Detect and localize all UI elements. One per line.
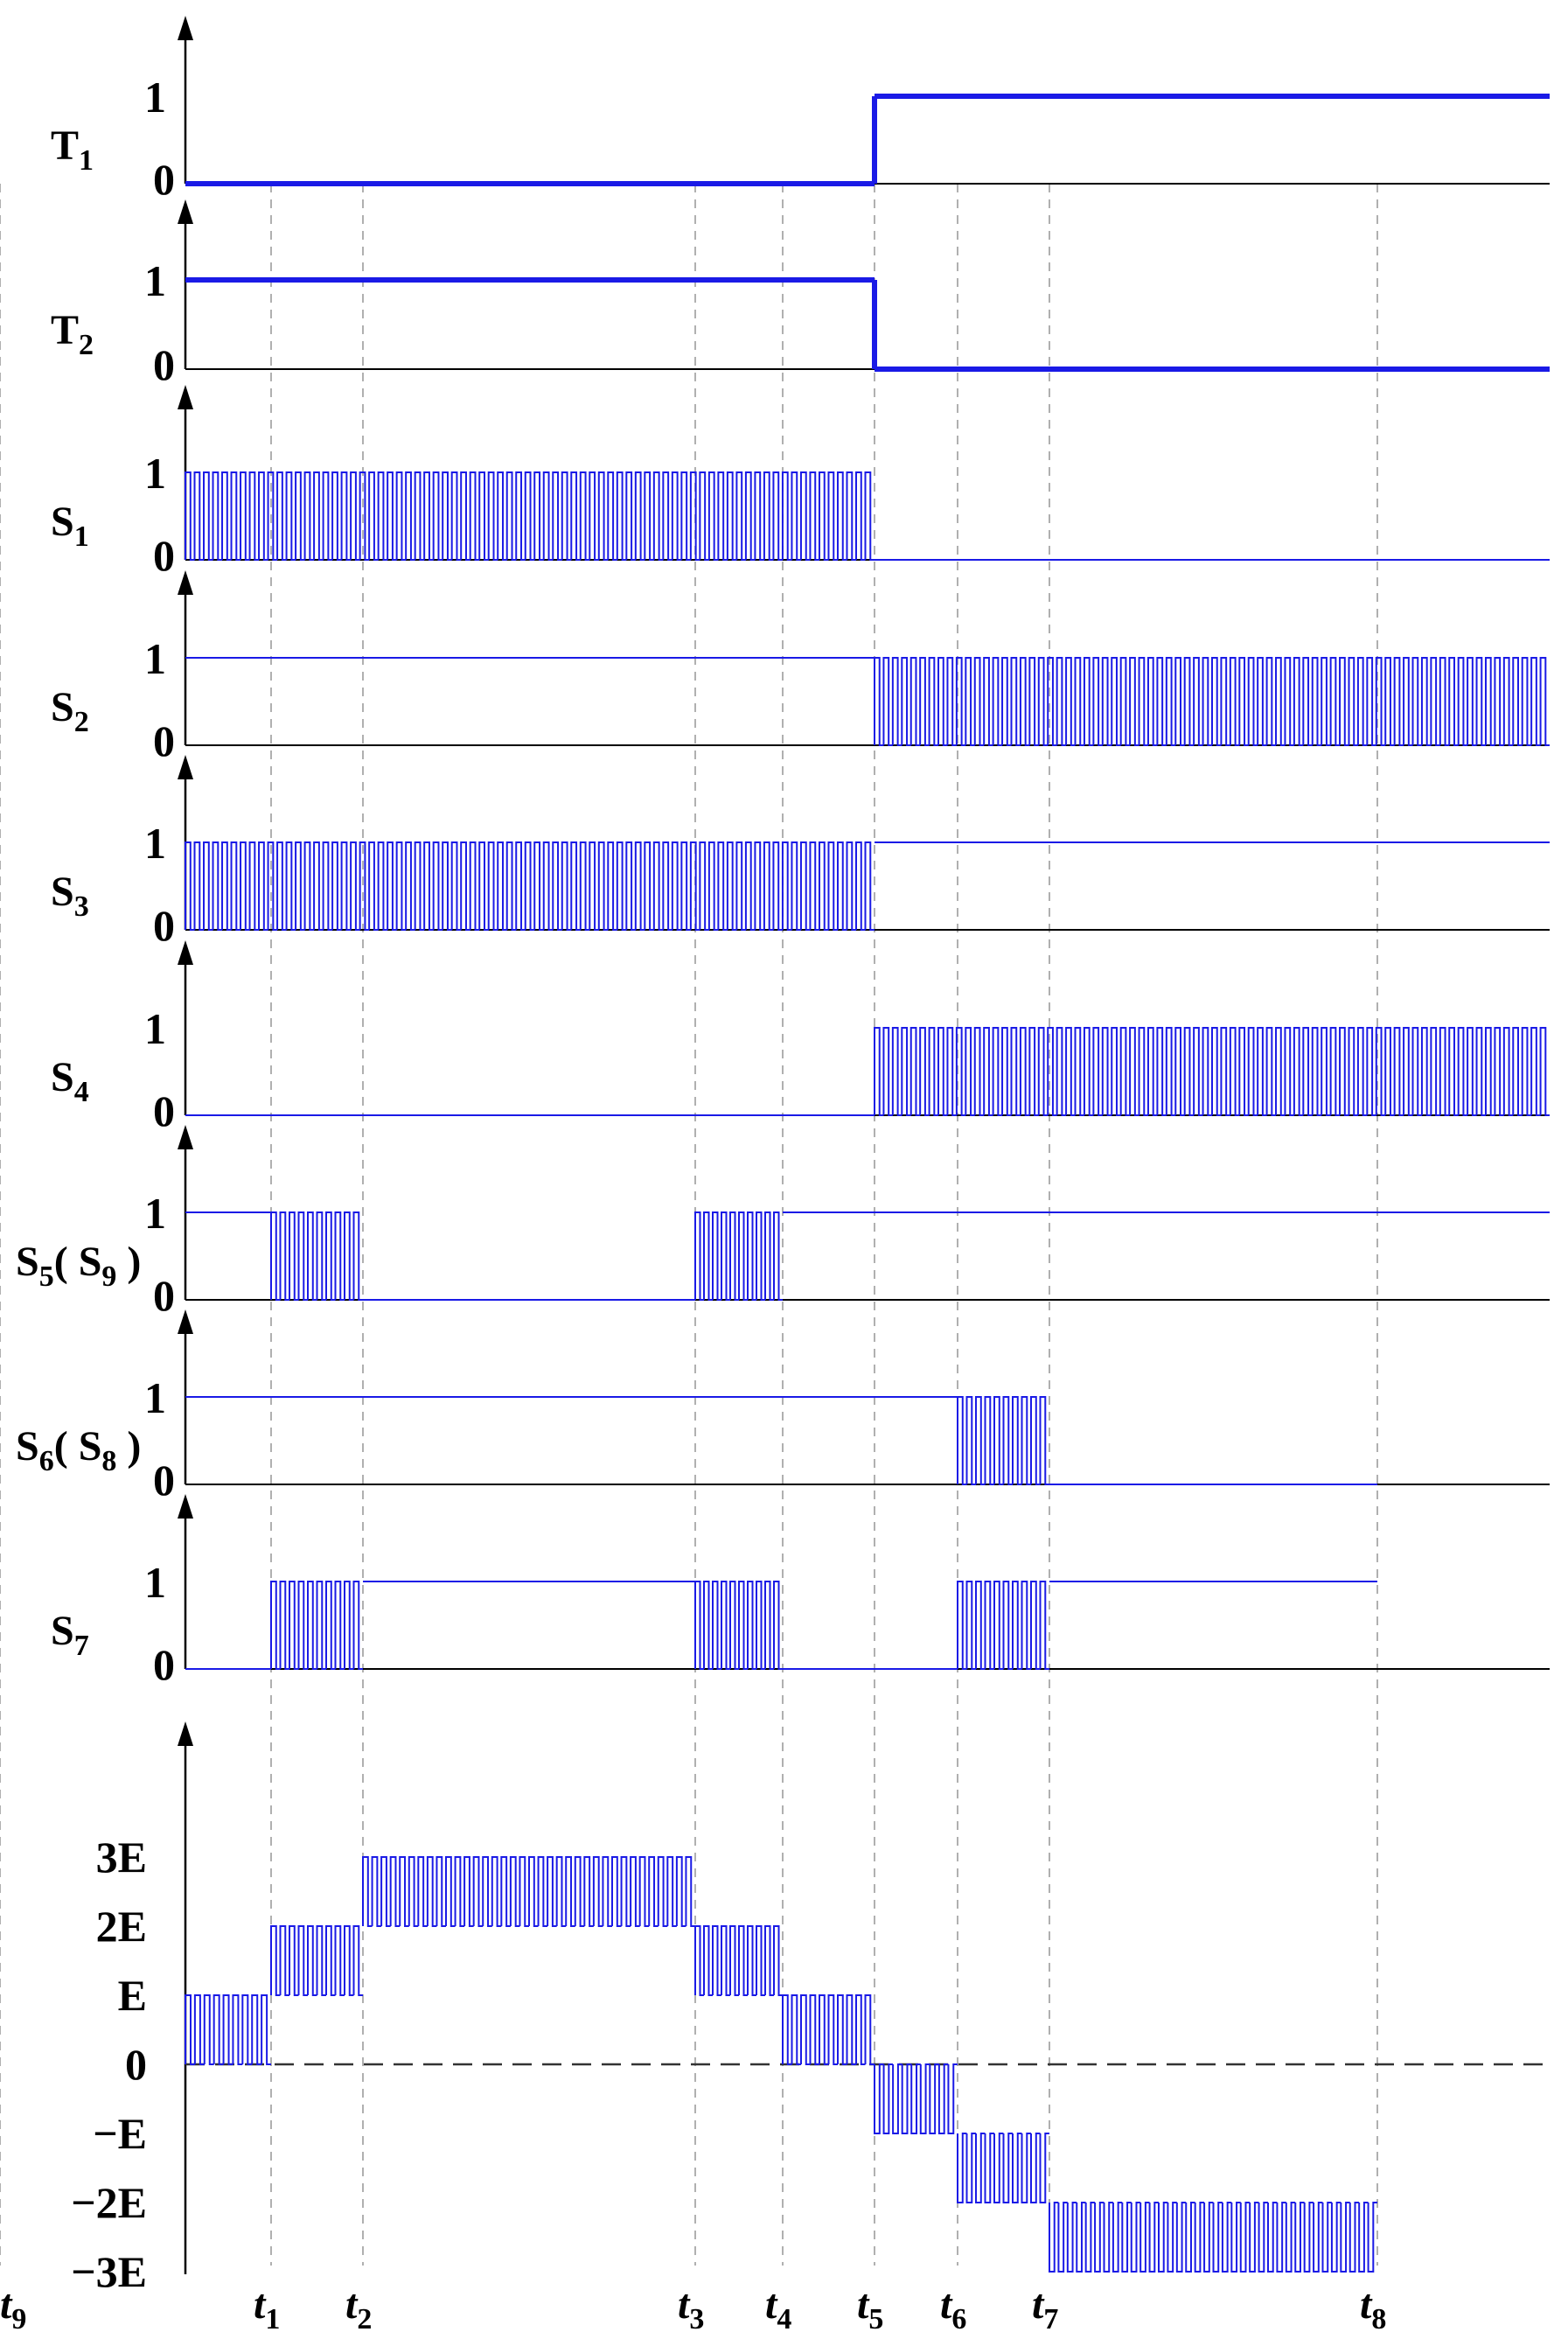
panel-label: S3	[51, 869, 89, 923]
panel-label: T1	[51, 122, 94, 177]
y-axis-arrow	[178, 199, 193, 224]
time-label-t6: t6	[940, 2281, 966, 2332]
ytick-label: 0	[153, 531, 175, 580]
y-axis-arrow	[178, 755, 193, 779]
time-label-t9: t9	[0, 2281, 26, 2332]
panel-label: S2	[51, 684, 89, 738]
output-ytick-label: E	[118, 1971, 147, 2020]
output-ytick-label: −2E	[71, 2178, 147, 2227]
ytick-label: 0	[153, 716, 175, 765]
output-voltage-waveform	[185, 1856, 1377, 2273]
time-label-t2: t2	[345, 2281, 372, 2332]
ytick-label: 0	[153, 155, 175, 204]
waveform-t2	[185, 277, 1550, 372]
panel-s2: 1 0 S2	[51, 570, 1550, 765]
panel-label: S5( S9 )	[16, 1239, 141, 1293]
ytick-label: 0	[153, 1456, 175, 1505]
ytick-label: 0	[153, 1086, 175, 1135]
ytick-label: 1	[144, 73, 166, 122]
panel-s6: 1 0S6( S8 )	[16, 1309, 1550, 1505]
y-axis-arrow	[178, 1309, 193, 1334]
waveform-s1	[185, 471, 1550, 561]
waveform-s2	[185, 657, 1550, 746]
time-label-t7: t7	[1032, 2281, 1058, 2332]
y-axis-arrow	[178, 16, 193, 40]
panel-s1: 1 0 S1	[51, 385, 1550, 580]
ytick-label: 1	[144, 1373, 166, 1422]
panel-label: S7	[51, 1608, 89, 1662]
waveform-s6	[185, 1396, 1377, 1485]
waveform-s4	[185, 1027, 1550, 1116]
waveform-t1	[185, 94, 1550, 186]
ytick-label: 1	[144, 1558, 166, 1607]
panel-s5: 1 0S5( S9 )	[16, 1125, 1550, 1320]
y-axis-arrow	[178, 1125, 193, 1149]
output-voltage-panel: 3E 2E E 0 −E −2E −3E	[71, 1721, 1550, 2296]
waveform-s5	[185, 1211, 1550, 1301]
ytick-label: 0	[153, 1271, 175, 1320]
time-label-t8: t8	[1360, 2281, 1386, 2332]
ytick-label: 1	[144, 634, 166, 683]
waveform-s3	[185, 841, 1550, 931]
output-ytick-label: 2E	[96, 1902, 147, 1951]
y-axis-arrow	[178, 1494, 193, 1519]
ytick-label: 1	[144, 449, 166, 498]
y-axis-arrow	[178, 1721, 193, 1746]
time-marker-gridlines	[0, 184, 1378, 2266]
panel-label: S4	[51, 1054, 89, 1108]
ytick-label: 1	[144, 1004, 166, 1053]
panel-label: S6( S8 )	[16, 1423, 141, 1477]
panel-t1: 1 0 T1	[51, 16, 1550, 204]
ytick-label: 1	[144, 256, 166, 305]
ytick-label: 1	[144, 819, 166, 868]
panel-t2: 1 0 T2	[51, 199, 1550, 389]
ytick-label: 0	[153, 1640, 175, 1689]
output-ytick-label: −E	[93, 2109, 147, 2158]
y-axis-arrow	[178, 940, 193, 965]
output-ytick-label: 3E	[96, 1833, 147, 1882]
time-label-t3: t3	[678, 2281, 704, 2332]
ytick-label: 0	[153, 901, 175, 950]
time-marker-labels: t1 t2 t3 t4 t5 t6 t7 t8 t9	[0, 2281, 1386, 2332]
panel-s7: 1 0 S7	[51, 1494, 1550, 1689]
y-axis-arrow	[178, 385, 193, 409]
time-label-t4: t4	[765, 2281, 791, 2332]
output-ytick-label: 0	[125, 2040, 147, 2089]
panel-s3: 1 0 S3	[51, 755, 1550, 950]
panel-label: S1	[51, 499, 89, 553]
output-ytick-label: −3E	[71, 2247, 147, 2296]
waveform-s7	[185, 1581, 1377, 1670]
ytick-label: 1	[144, 1189, 166, 1238]
time-label-t1: t1	[254, 2281, 280, 2332]
ytick-label: 0	[153, 340, 175, 389]
panel-label: T2	[51, 307, 94, 361]
time-label-t5: t5	[857, 2281, 883, 2332]
y-axis-arrow	[178, 570, 193, 595]
panel-s4: 1 0 S4	[51, 940, 1550, 1135]
